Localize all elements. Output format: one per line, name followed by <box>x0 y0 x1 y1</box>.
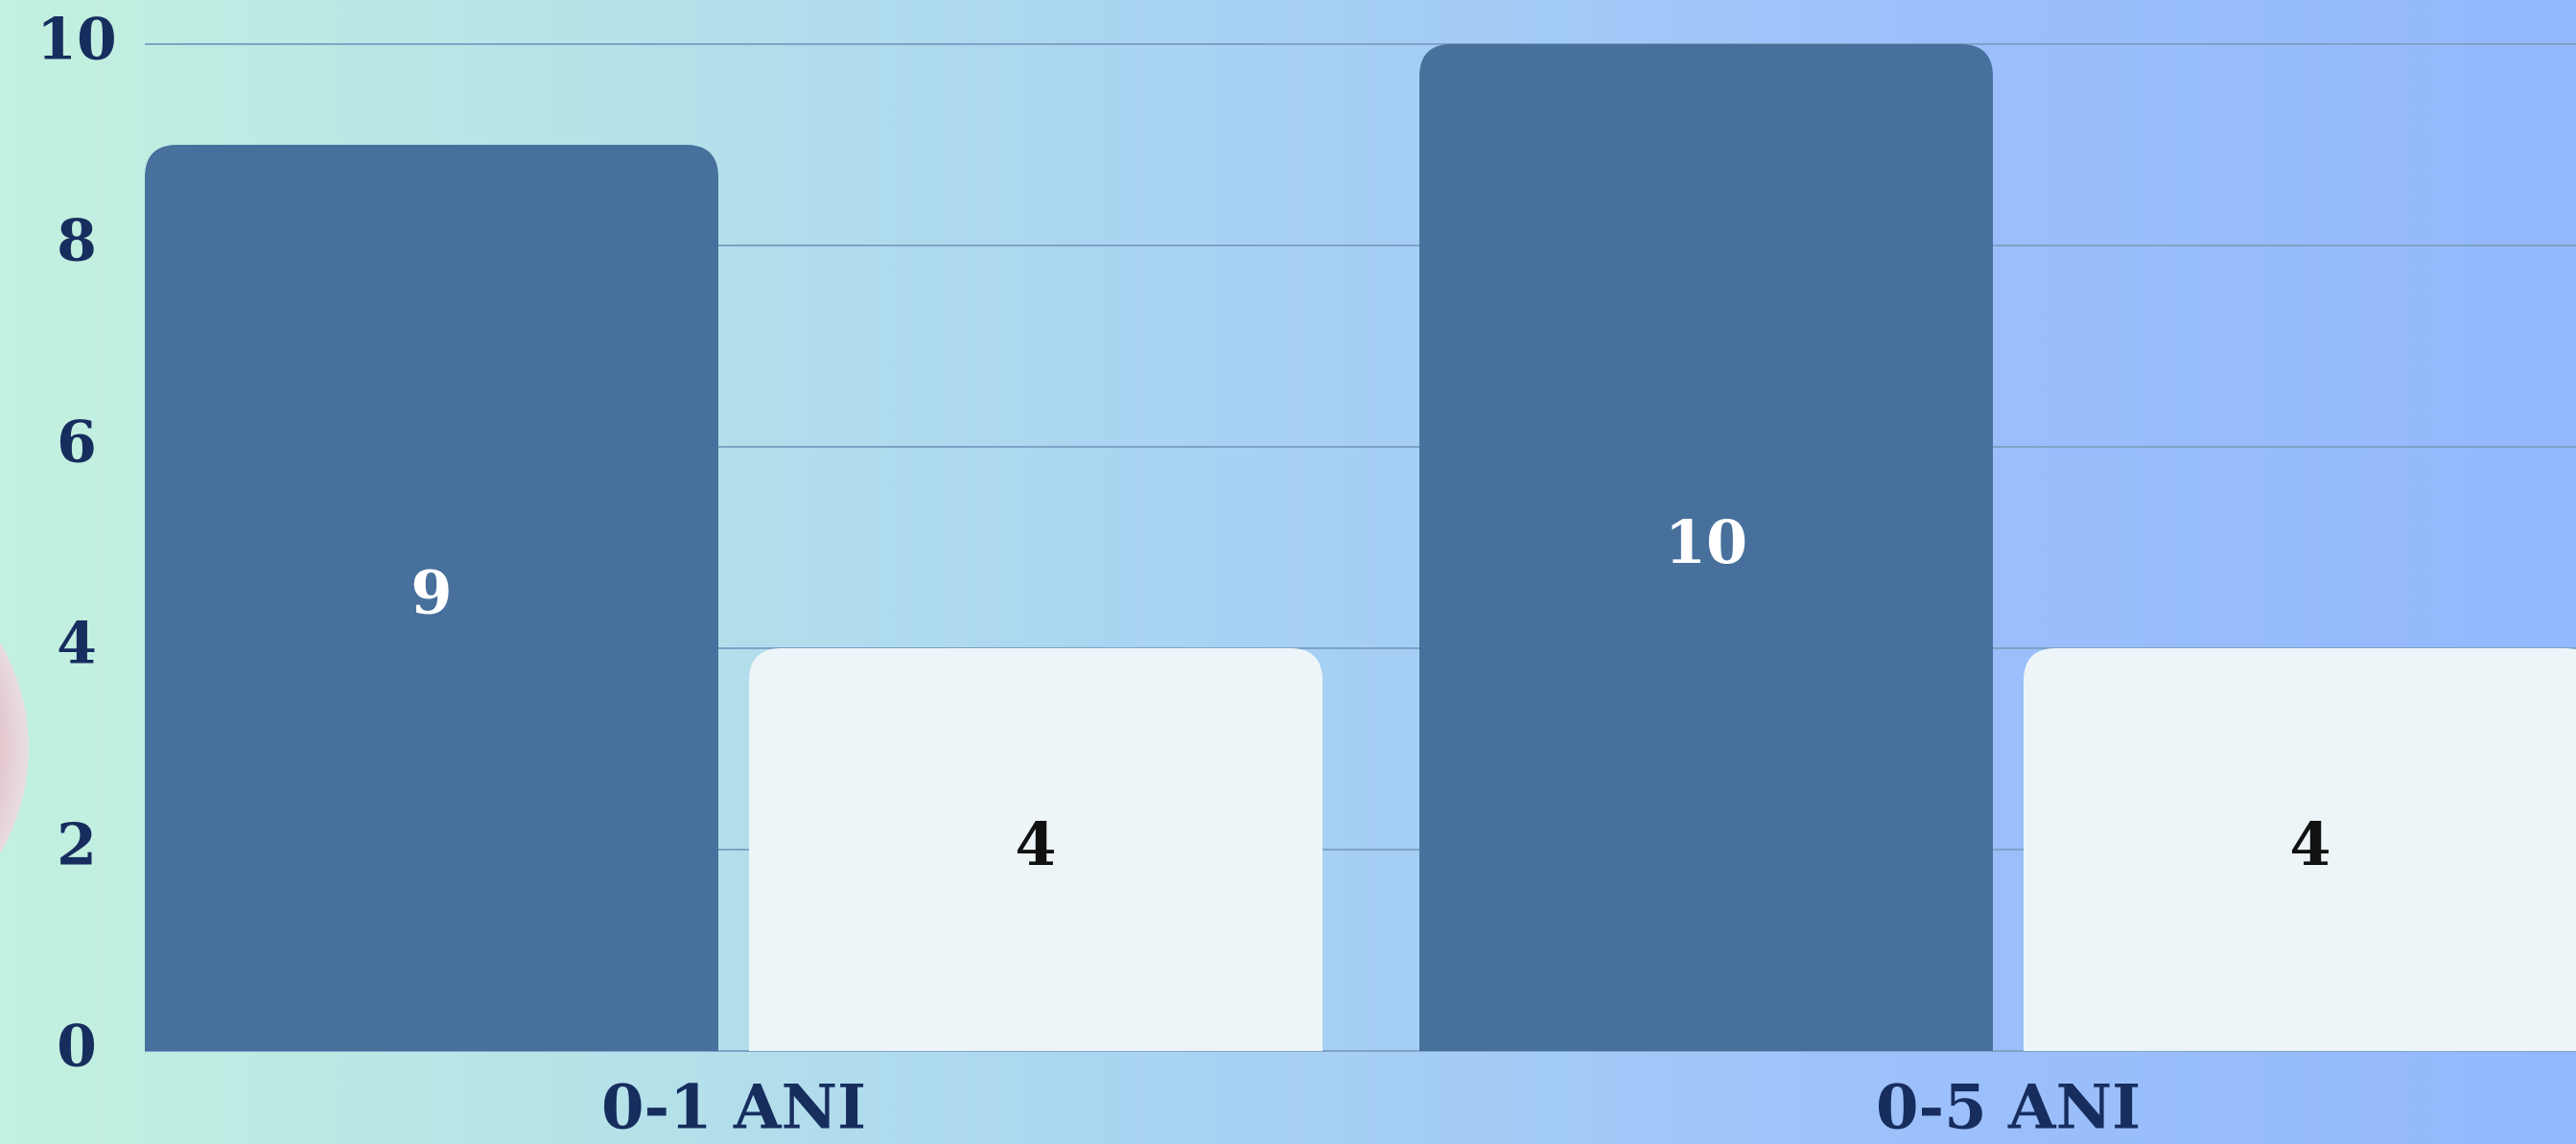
value-label: 10 <box>1665 507 1747 577</box>
value-label: 4 <box>2289 809 2330 879</box>
y-tick-label: 10 <box>36 7 117 74</box>
y-tick-label: 4 <box>57 611 97 678</box>
value-label: 9 <box>410 558 452 628</box>
x-tick-label: 0-1 ANI <box>601 1072 866 1144</box>
y-tick-label: 6 <box>57 409 97 477</box>
x-tick-label: 0-5 ANI <box>1876 1072 2141 1144</box>
bar <box>749 648 1323 1051</box>
bar <box>2024 648 2576 1051</box>
y-tick-label: 8 <box>57 208 97 275</box>
y-tick-label: 0 <box>57 1014 97 1081</box>
decorative-photo <box>0 642 29 854</box>
bar <box>145 145 718 1051</box>
y-tick-label: 2 <box>57 812 97 879</box>
bar <box>1419 44 1993 1051</box>
value-label: 4 <box>1015 809 1056 879</box>
